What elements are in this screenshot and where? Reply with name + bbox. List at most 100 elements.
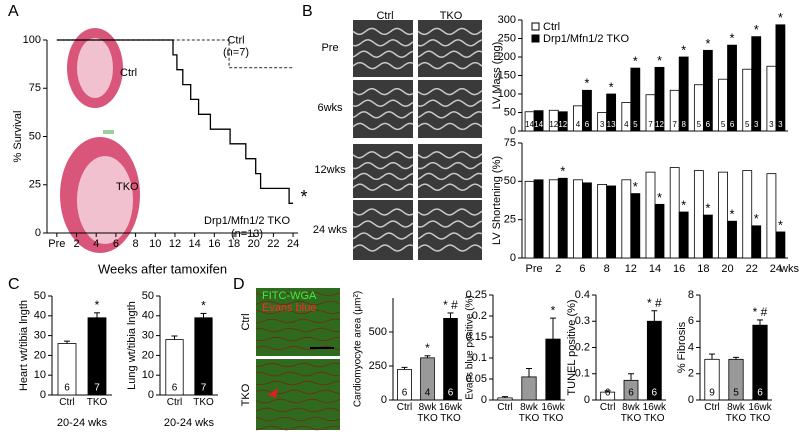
- bar: [654, 66, 665, 132]
- bar: [521, 376, 537, 401]
- n-label: 5: [697, 120, 702, 129]
- y-tick-label: 250: [369, 360, 387, 372]
- y-tick-label: 0: [688, 394, 694, 406]
- y-tick-label: 150: [498, 69, 516, 81]
- y-axis-label: Cardiomyocyte area (μm²): [353, 291, 364, 407]
- n-label: 6: [448, 388, 454, 399]
- bar: [600, 391, 616, 401]
- series-label: Ctrl: [227, 35, 244, 47]
- n-label: 7: [672, 120, 677, 129]
- n-label: 12: [655, 120, 664, 129]
- bar: [718, 171, 728, 259]
- n-label: 3: [769, 120, 774, 129]
- n-label: 6: [652, 388, 658, 399]
- x-tick-label: 22: [267, 238, 279, 250]
- n-label: 4: [576, 120, 581, 129]
- significance: *: [705, 201, 710, 216]
- bar: [533, 110, 544, 132]
- y-tick-label: 0: [510, 125, 516, 137]
- n-label: 6: [757, 388, 763, 399]
- y-tick-label: 30: [142, 330, 154, 342]
- y-tick-label: 0: [510, 252, 516, 264]
- x-tick-label-box: 8wk TKO: [417, 402, 438, 424]
- x-tick-label-box: 16wk TKO: [541, 402, 565, 424]
- significance: *: [551, 303, 556, 317]
- x-tick-label: 8wk TKO: [725, 402, 747, 424]
- x-tick-label-box: 16wk TKO: [748, 402, 771, 424]
- bar: [397, 368, 412, 401]
- significance: *: [633, 179, 638, 194]
- x-tick-label: 22: [746, 263, 758, 275]
- y-tick-label: 200: [498, 51, 516, 63]
- bar: [775, 24, 786, 132]
- y-tick-label: 100: [498, 88, 516, 100]
- bar: [728, 358, 744, 401]
- y-tick-label: 2: [688, 368, 694, 380]
- x-tick-label: 2: [555, 263, 561, 275]
- y-tick-label: 20: [34, 349, 46, 361]
- y-tick-label: 50: [34, 290, 46, 302]
- row-label: Pre: [321, 42, 338, 54]
- y-tick-label: 0.2: [575, 341, 590, 353]
- y-tick-label: 0: [381, 394, 387, 406]
- y-tick-label: 10: [34, 369, 46, 381]
- x-axis-label: Weeks after tamoxifen: [98, 261, 227, 276]
- significance: * #: [647, 296, 662, 310]
- heart-label: Ctrl: [120, 67, 137, 79]
- n-label: 12: [549, 120, 558, 129]
- bar: [654, 203, 665, 259]
- n-label: 3: [778, 120, 783, 129]
- n-label: 5: [633, 120, 638, 129]
- bar: [702, 49, 713, 132]
- x-tick-label: 20: [248, 238, 260, 250]
- y-axis-label: LV Mass (mg): [491, 42, 503, 110]
- significance: *: [754, 211, 759, 226]
- x-tick-label-box: 8wk TKO: [621, 402, 642, 424]
- n-label: 6: [585, 120, 590, 129]
- x-tick-label: 16: [673, 263, 685, 275]
- column-label: TKO: [440, 10, 463, 22]
- x-tick-label: 4: [93, 238, 99, 250]
- x-tick-label: 18: [228, 238, 240, 250]
- bar: [57, 343, 77, 396]
- y-tick-label: 0: [481, 394, 487, 406]
- x-tick-label: 16wk TKO: [541, 402, 565, 424]
- x-tick-label: Ctrl: [166, 397, 183, 408]
- bar: [597, 183, 608, 259]
- y-tick-label: 0.3: [575, 315, 590, 327]
- x-tick-label: 2: [73, 238, 79, 250]
- y-tick-label: 4: [688, 341, 694, 353]
- bar: [606, 93, 617, 132]
- heart-images: [60, 28, 140, 253]
- significance: *: [560, 164, 565, 179]
- y-tick-label: 25: [504, 214, 516, 226]
- x-tick-label: 14: [189, 238, 201, 250]
- bar: [727, 44, 737, 132]
- x-tick-label-box: 8wk TKO: [725, 402, 747, 424]
- micrographs: [255, 288, 341, 431]
- significance: *: [778, 217, 783, 232]
- bar: [573, 179, 583, 259]
- x-tick-label-box: Ctrl: [397, 402, 413, 413]
- x-tick-label: 12: [625, 263, 637, 275]
- n-label: 6: [402, 388, 408, 399]
- n-label: 7: [201, 383, 207, 394]
- bar: [606, 185, 617, 259]
- y-tick-label: 25: [29, 179, 41, 191]
- significance: *: [754, 22, 759, 37]
- bar: [497, 397, 513, 401]
- x-tick-label: 24: [287, 238, 299, 250]
- y-tick-label: 75: [504, 137, 516, 149]
- y-axis-label: TUNEL positive (%): [566, 299, 578, 395]
- y-tick-label: 0.25: [466, 289, 487, 301]
- bar: [645, 171, 656, 259]
- x-unit: wks: [779, 263, 799, 275]
- x-tick-label: TKO: [193, 397, 214, 408]
- n-label: 6: [64, 383, 70, 394]
- bar: [727, 220, 737, 259]
- y-axis-label: Heart wt/tibia lngth: [18, 300, 30, 391]
- bar: [623, 379, 639, 401]
- n-label: 7: [94, 383, 100, 394]
- n-label: 6: [628, 388, 634, 399]
- x-tick-label: 16: [208, 238, 220, 250]
